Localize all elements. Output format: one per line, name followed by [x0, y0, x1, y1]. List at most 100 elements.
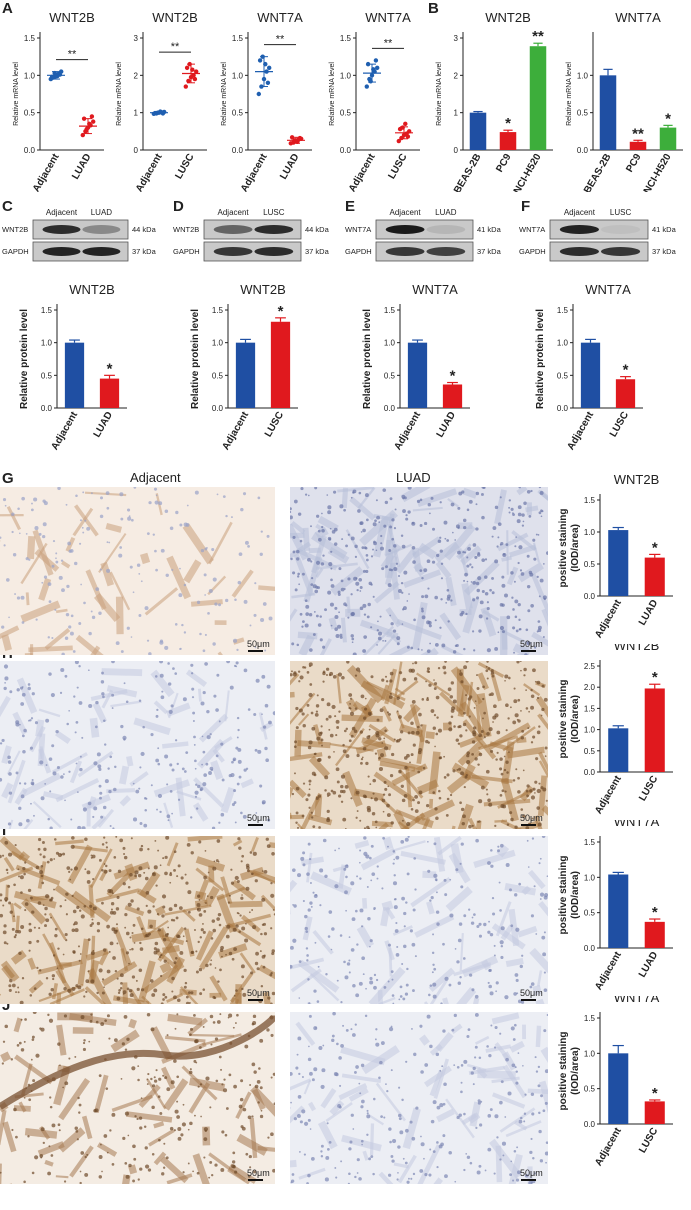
cell-nucleus — [324, 775, 329, 780]
cell-nucleus — [14, 844, 17, 847]
cell-nucleus — [520, 572, 525, 576]
cell-nucleus — [50, 1154, 54, 1157]
cell-nucleus — [65, 939, 68, 942]
tissue-strand — [55, 730, 71, 744]
cell-nucleus — [146, 1012, 151, 1017]
cell-nucleus — [536, 630, 539, 633]
cell-nucleus — [36, 966, 39, 970]
cell-nucleus — [290, 510, 292, 514]
cell-nucleus — [110, 908, 114, 911]
cell-nucleus — [157, 793, 163, 799]
cell-nucleus — [311, 1078, 315, 1082]
cell-nucleus — [179, 567, 181, 570]
cell-nucleus — [189, 1121, 193, 1126]
cell-nucleus — [67, 541, 72, 546]
cell-nucleus — [344, 784, 349, 789]
cell-nucleus — [505, 543, 509, 546]
cell-nucleus — [303, 666, 307, 669]
cell-nucleus — [475, 503, 478, 506]
x-category-label: NCI-H520 — [512, 152, 544, 192]
cell-nucleus — [2, 930, 7, 935]
cell-nucleus — [518, 545, 523, 550]
cell-nucleus — [111, 707, 114, 709]
tissue-strand — [511, 530, 537, 552]
cell-nucleus — [363, 635, 368, 639]
blot-protein-label: WNT2B — [2, 225, 28, 234]
cell-nucleus — [89, 904, 93, 908]
cell-nucleus — [367, 602, 371, 607]
cell-nucleus — [119, 973, 124, 978]
tissue-strand — [375, 1082, 407, 1122]
cell-nucleus — [253, 712, 257, 717]
cell-nucleus — [332, 1012, 336, 1016]
cell-nucleus — [464, 572, 468, 577]
cell-nucleus — [153, 1076, 156, 1079]
cell-nucleus — [308, 788, 311, 791]
cell-nucleus — [17, 986, 20, 989]
cell-nucleus — [504, 995, 509, 1000]
cell-nucleus — [159, 1111, 163, 1115]
cell-nucleus — [84, 1172, 89, 1177]
cell-nucleus — [370, 583, 373, 586]
cell-nucleus — [491, 535, 494, 538]
cell-nucleus — [348, 936, 351, 939]
cell-nucleus — [536, 680, 541, 685]
cell-nucleus — [393, 527, 397, 530]
cell-nucleus — [389, 525, 393, 529]
tissue-strand — [189, 1033, 235, 1038]
tissue-strand — [414, 647, 439, 655]
cell-nucleus — [270, 1132, 274, 1137]
tissue-strand — [142, 965, 179, 994]
cell-nucleus — [86, 870, 91, 875]
cell-nucleus — [204, 850, 207, 852]
cell-nucleus — [159, 864, 162, 867]
cell-nucleus — [47, 582, 52, 586]
cell-nucleus — [231, 760, 234, 764]
tissue-strand — [342, 770, 363, 808]
cell-nucleus — [456, 960, 460, 964]
data-point — [375, 65, 380, 71]
cell-nucleus — [290, 1071, 293, 1076]
cell-nucleus — [340, 1001, 343, 1004]
tissue-strand — [429, 798, 434, 809]
cell-nucleus — [183, 583, 187, 587]
cell-nucleus — [503, 755, 506, 758]
cell-nucleus — [151, 1105, 155, 1110]
cell-nucleus — [372, 548, 374, 551]
cell-nucleus — [335, 1072, 339, 1077]
cell-nucleus — [300, 487, 304, 491]
cell-nucleus — [384, 787, 388, 791]
cell-nucleus — [370, 675, 374, 679]
cell-nucleus — [385, 1083, 387, 1086]
cell-nucleus — [132, 1144, 136, 1149]
cell-nucleus — [534, 792, 536, 794]
cell-nucleus — [79, 519, 83, 522]
cell-nucleus — [102, 948, 107, 952]
cell-nucleus — [164, 855, 168, 859]
cell-nucleus — [369, 945, 371, 948]
cell-nucleus — [167, 926, 170, 929]
cell-nucleus — [382, 488, 387, 492]
cell-nucleus — [361, 1143, 363, 1146]
tissue-strand — [307, 813, 333, 826]
cell-nucleus — [439, 1103, 444, 1108]
tissue-strand — [521, 885, 532, 896]
tissue-strand — [98, 950, 109, 966]
cell-nucleus — [500, 772, 504, 776]
data-point — [91, 119, 96, 124]
cell-nucleus — [365, 569, 369, 574]
cell-nucleus — [508, 506, 511, 509]
bar — [99, 378, 120, 408]
tissue-strand — [308, 1101, 317, 1112]
cell-nucleus — [177, 864, 181, 868]
tissue-strand — [388, 947, 393, 977]
cell-nucleus — [202, 690, 206, 695]
cell-nucleus — [463, 1059, 468, 1064]
cell-nucleus — [103, 986, 105, 989]
cell-nucleus — [510, 817, 514, 822]
cell-nucleus — [196, 908, 199, 911]
cell-nucleus — [379, 546, 384, 551]
cell-nucleus — [403, 756, 408, 760]
cell-nucleus — [499, 1032, 502, 1035]
cell-nucleus — [90, 610, 93, 613]
